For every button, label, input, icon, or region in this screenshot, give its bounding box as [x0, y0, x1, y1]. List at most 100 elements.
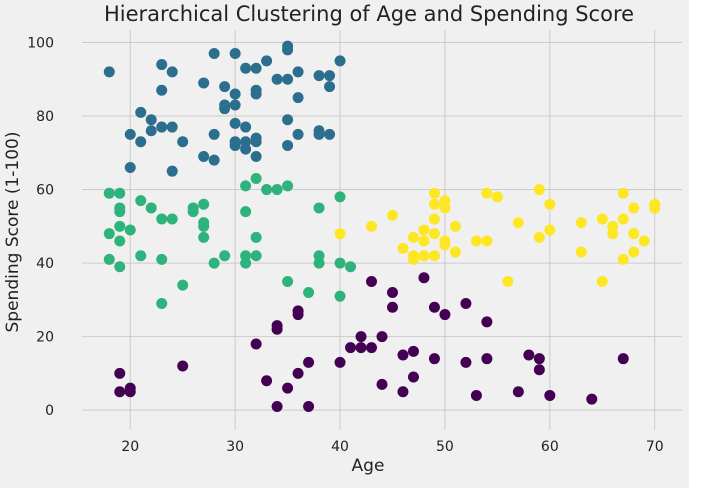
data-point — [229, 99, 241, 111]
data-point — [303, 356, 315, 368]
data-point — [439, 309, 451, 321]
x-tick-label: 60 — [541, 439, 559, 455]
data-point — [428, 353, 440, 365]
data-point — [628, 228, 640, 240]
data-point — [114, 386, 126, 398]
data-point — [240, 257, 252, 269]
figure-right-margin — [689, 0, 708, 488]
data-point — [250, 338, 262, 350]
data-point — [533, 231, 545, 243]
data-point — [103, 253, 115, 265]
x-tick-label: 50 — [436, 439, 454, 455]
data-point — [271, 184, 283, 196]
data-point — [198, 150, 210, 162]
data-point — [282, 275, 294, 287]
data-point — [376, 331, 388, 343]
data-point — [324, 70, 336, 82]
data-point — [156, 84, 168, 96]
data-point — [303, 400, 315, 412]
data-point — [544, 198, 556, 210]
y-tick-label: 100 — [27, 36, 54, 52]
data-point — [124, 162, 136, 173]
data-point — [282, 180, 294, 192]
x-tick-labels: 20 30 40 50 60 70 — [121, 439, 663, 455]
data-point — [271, 400, 283, 412]
data-point — [334, 356, 346, 368]
y-tick-label: 0 — [45, 403, 54, 419]
data-point — [313, 128, 325, 140]
data-point — [355, 331, 367, 343]
data-point — [439, 239, 451, 251]
data-point — [187, 206, 199, 218]
data-point — [292, 128, 304, 140]
data-point — [292, 367, 304, 379]
data-point — [240, 62, 252, 74]
data-point — [261, 184, 273, 196]
data-point — [250, 136, 262, 148]
data-point — [481, 187, 493, 199]
data-point — [282, 44, 294, 56]
data-point — [397, 349, 409, 361]
data-point — [470, 389, 482, 401]
data-point — [512, 386, 524, 398]
data-point — [124, 386, 136, 398]
data-point — [261, 375, 273, 387]
data-point — [292, 92, 304, 104]
data-point — [628, 246, 640, 258]
data-point — [114, 235, 126, 247]
data-point — [261, 55, 273, 67]
data-point — [250, 150, 262, 162]
data-point — [250, 231, 262, 243]
data-point — [334, 55, 346, 67]
data-point — [533, 184, 545, 196]
data-point — [596, 213, 608, 225]
data-point — [156, 213, 168, 225]
data-point — [313, 70, 325, 82]
data-point — [586, 393, 598, 405]
data-point — [114, 367, 126, 379]
data-point — [229, 117, 241, 129]
data-point — [208, 154, 220, 166]
x-tick-label: 20 — [121, 439, 139, 455]
data-point — [334, 191, 346, 203]
data-point — [145, 114, 157, 126]
data-point — [229, 139, 241, 151]
data-point — [397, 386, 409, 398]
data-point — [156, 121, 168, 133]
data-point — [428, 213, 440, 225]
data-point — [282, 139, 294, 151]
data-point — [502, 275, 514, 287]
data-point — [208, 48, 220, 60]
data-point — [114, 261, 126, 273]
data-point — [124, 224, 136, 236]
y-tick-label: 80 — [36, 109, 54, 125]
data-point — [418, 235, 430, 247]
data-point — [376, 378, 388, 390]
data-point — [219, 103, 231, 115]
data-point — [240, 180, 252, 192]
data-point — [386, 209, 398, 221]
x-tick-label: 40 — [331, 439, 349, 455]
data-point — [250, 62, 262, 74]
data-point — [208, 128, 220, 140]
data-point — [198, 198, 210, 210]
data-point — [345, 342, 357, 354]
data-point — [575, 217, 587, 229]
data-point — [219, 81, 231, 93]
data-point — [324, 81, 336, 93]
data-point — [460, 298, 472, 310]
data-point — [449, 220, 461, 232]
data-point — [428, 250, 440, 262]
data-point — [240, 143, 252, 155]
data-point — [229, 48, 241, 60]
data-point — [114, 206, 126, 218]
data-point — [198, 231, 210, 243]
data-point — [292, 309, 304, 321]
data-point — [166, 66, 178, 78]
data-point — [428, 187, 440, 199]
data-point — [533, 353, 545, 365]
data-point — [366, 275, 378, 287]
data-point — [386, 301, 398, 313]
y-tick-labels: 0 20 40 60 80 100 — [27, 36, 54, 420]
